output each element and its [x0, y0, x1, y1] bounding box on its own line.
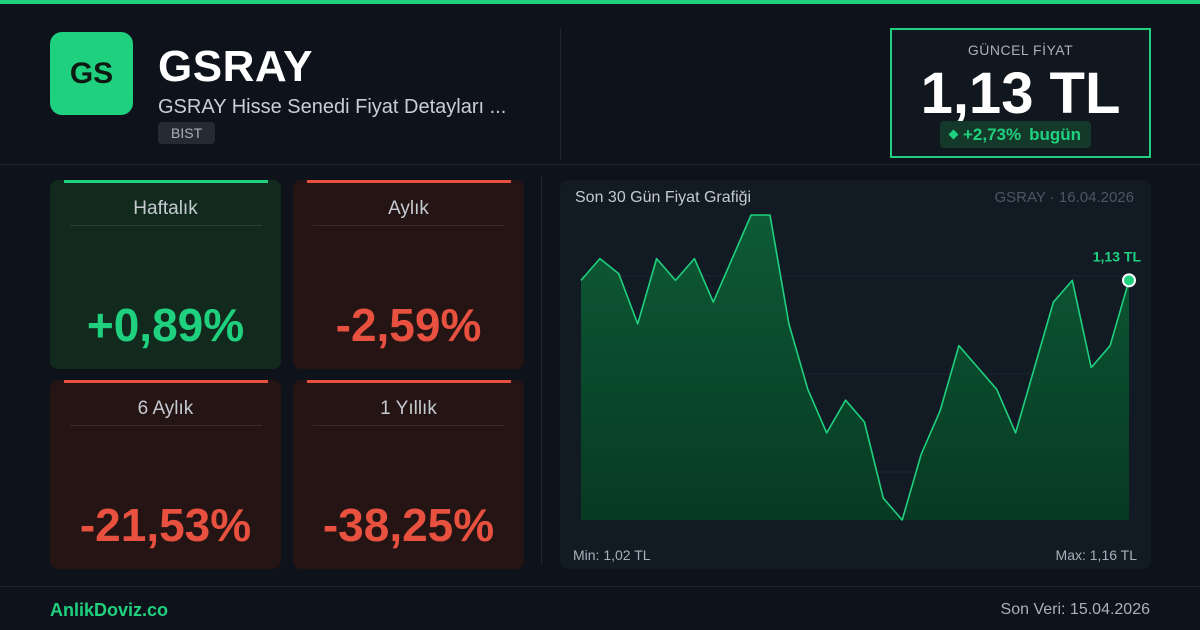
card-label: Aylık [388, 198, 429, 219]
card-divider [313, 225, 505, 226]
current-price-label: GÜNCEL FİYAT [967, 42, 1074, 58]
price-line [580, 214, 1130, 521]
card-value: -38,25% [322, 499, 495, 551]
card-accent [64, 380, 268, 383]
price-chart: 1,13 TL [580, 214, 1142, 521]
card-divider [313, 425, 505, 426]
last-data-date: Son Veri: 15.04.2026 [1000, 601, 1150, 618]
card-label: 1 Yıllık [380, 398, 437, 419]
footer: AnlikDoviz.co Son Veri: 15.04.2026 [0, 586, 1200, 630]
stock-logo: GS [50, 32, 133, 115]
exchange-badge: BIST [158, 122, 216, 144]
content-divider [541, 175, 542, 565]
top-accent-bar [0, 0, 1200, 4]
card-label: Haftalık [133, 198, 198, 219]
card-divider [70, 425, 262, 426]
header: GS GSRAY GSRAY Hisse Senedi Fiyat Detayl… [0, 4, 1200, 165]
price-area [581, 215, 1129, 520]
chart-meta: GSRAY · 16.04.2026 [994, 189, 1134, 206]
card-monthly: Aylık -2,59% [293, 180, 524, 369]
last-price-point [1122, 273, 1136, 288]
daily-change-badge: +2,73% bugün [940, 121, 1092, 148]
card-6-month: 6 Aylık -21,53% [50, 380, 281, 569]
current-price-value: 1,13 TL [920, 61, 1121, 126]
header-divider [560, 28, 561, 160]
price-chart-panel: 1,13 TL Son 30 Gün Fiyat Grafiği GSRAY ·… [560, 180, 1151, 569]
chart-title: Son 30 Gün Fiyat Grafiği [575, 189, 752, 206]
daily-change-value: +2,73% [963, 125, 1022, 144]
daily-change-period: bugün [1029, 125, 1082, 144]
card-accent [64, 180, 268, 183]
card-accent [307, 180, 511, 183]
card-label: 6 Aylık [137, 398, 194, 419]
stock-symbol: GSRAY [158, 42, 313, 91]
last-price-label: 1,13 TL [1093, 248, 1142, 264]
card-divider [70, 225, 262, 226]
card-1-year: 1 Yıllık -38,25% [293, 380, 524, 569]
card-value: +0,89% [86, 299, 245, 351]
card-value: -2,59% [335, 299, 482, 351]
logo-text: GS [69, 56, 114, 90]
card-weekly: Haftalık +0,89% [50, 180, 281, 369]
diamond-icon [948, 129, 959, 140]
card-value: -21,53% [79, 499, 252, 551]
card-accent [307, 380, 511, 383]
chart-max-label: Max: 1,16 TL [1055, 547, 1137, 563]
current-price-box: GÜNCEL FİYAT 1,13 TL +2,73% bugün [890, 28, 1151, 158]
stock-subtitle: GSRAY Hisse Senedi Fiyat Detayları ... [158, 96, 507, 118]
brand-link[interactable]: AnlikDoviz.co [50, 600, 169, 620]
chart-min-label: Min: 1,02 TL [573, 547, 651, 563]
